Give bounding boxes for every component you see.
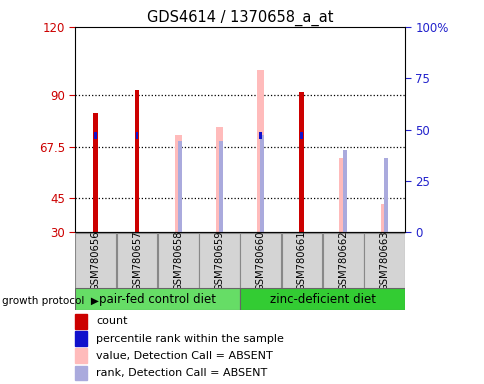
FancyBboxPatch shape	[157, 232, 198, 288]
Bar	[219, 141, 223, 232]
Text: rank, Detection Call = ABSENT: rank, Detection Call = ABSENT	[96, 367, 267, 377]
Text: GSM780663: GSM780663	[378, 230, 389, 291]
Bar	[174, 135, 182, 232]
Bar	[257, 70, 264, 232]
Bar	[342, 149, 346, 232]
Bar	[75, 349, 87, 362]
FancyBboxPatch shape	[116, 232, 157, 288]
Bar	[75, 314, 87, 329]
FancyBboxPatch shape	[240, 232, 281, 288]
Bar	[259, 132, 261, 139]
FancyBboxPatch shape	[281, 232, 322, 288]
Bar	[75, 366, 87, 380]
Text: pair-fed control diet: pair-fed control diet	[99, 293, 216, 306]
Text: growth protocol  ▶: growth protocol ▶	[2, 296, 99, 306]
Bar	[94, 132, 97, 139]
Text: GSM780661: GSM780661	[296, 230, 306, 291]
FancyBboxPatch shape	[363, 232, 404, 288]
FancyBboxPatch shape	[75, 288, 240, 310]
Bar	[380, 204, 387, 232]
FancyBboxPatch shape	[198, 232, 240, 288]
Bar	[75, 331, 87, 346]
Bar	[136, 132, 138, 139]
Text: zinc-deficient diet: zinc-deficient diet	[269, 293, 375, 306]
Text: GSM780662: GSM780662	[337, 230, 348, 291]
Text: count: count	[96, 316, 127, 326]
Text: GSM780659: GSM780659	[214, 230, 224, 291]
Bar	[260, 135, 264, 232]
Bar	[215, 127, 223, 232]
Bar	[299, 93, 304, 232]
Title: GDS4614 / 1370658_a_at: GDS4614 / 1370658_a_at	[147, 9, 333, 25]
Bar	[178, 141, 182, 232]
Text: percentile rank within the sample: percentile rank within the sample	[96, 334, 283, 344]
Bar	[134, 90, 139, 232]
FancyBboxPatch shape	[75, 232, 116, 288]
FancyBboxPatch shape	[240, 288, 404, 310]
Text: value, Detection Call = ABSENT: value, Detection Call = ABSENT	[96, 351, 272, 361]
Text: GSM780657: GSM780657	[132, 230, 142, 291]
Bar	[339, 158, 346, 232]
Text: GSM780658: GSM780658	[173, 230, 183, 291]
FancyBboxPatch shape	[322, 232, 363, 288]
Text: GSM780656: GSM780656	[91, 230, 101, 291]
Bar	[300, 132, 302, 139]
Bar	[383, 158, 387, 232]
Bar	[93, 113, 98, 232]
Text: GSM780660: GSM780660	[255, 230, 265, 291]
